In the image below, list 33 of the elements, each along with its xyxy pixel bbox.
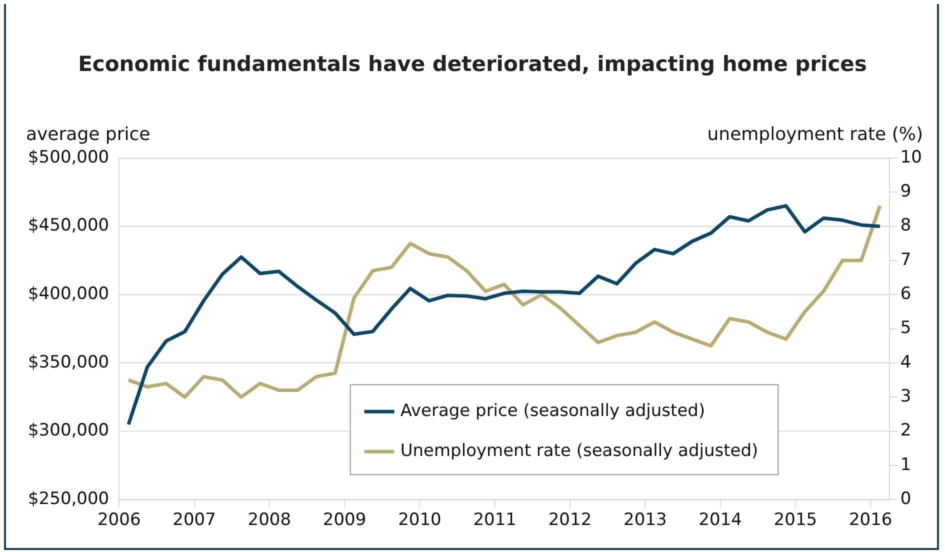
y2-tick-label: 7: [900, 250, 912, 270]
x-tick-label: 2006: [97, 510, 141, 530]
y-axis-title: average price: [26, 124, 150, 145]
y2-tick-label: 8: [900, 216, 912, 236]
y2-tick-label: 0: [900, 489, 912, 510]
y2-tick-label: 10: [900, 147, 922, 168]
y-tick-label: $300,000: [28, 420, 110, 441]
y2-axis-title: unemployment rate (%): [707, 124, 923, 145]
y-tick-label: $450,000: [28, 216, 110, 236]
y2-tick-label: 5: [900, 318, 912, 338]
y2-tick-label: 9: [900, 182, 912, 202]
legend-label: Average price (seasonally adjusted): [400, 401, 706, 422]
x-tick-label: 2011: [473, 510, 516, 530]
y2-tick-label: 4: [900, 352, 912, 372]
y-tick-label: $400,000: [28, 284, 110, 304]
y2-tick-label: 6: [900, 284, 912, 304]
y-tick-label: $500,000: [28, 147, 110, 168]
y-tick-label: $250,000: [28, 489, 110, 510]
chart-title: Economic fundamentals have deteriorated, impacting home prices: [77, 52, 868, 76]
x-tick-label: 2013: [624, 510, 667, 530]
x-tick-label: 2008: [248, 510, 292, 530]
legend-label: Unemployment rate (seasonally adjusted): [400, 441, 758, 462]
y2-tick-label: 1: [900, 454, 912, 475]
x-tick-label: 2007: [172, 510, 216, 530]
x-tick-label: 2015: [774, 510, 818, 530]
y-tick-label: $350,000: [28, 352, 110, 372]
y2-tick-label: 3: [900, 386, 912, 407]
x-tick-label: 2014: [698, 510, 742, 530]
x-tick-label: 2016: [848, 510, 892, 530]
x-tick-label: 2009: [322, 510, 366, 530]
x-tick-label: 2010: [398, 510, 442, 530]
y2-tick-label: 2: [900, 420, 912, 441]
x-tick-label: 2012: [548, 510, 592, 530]
